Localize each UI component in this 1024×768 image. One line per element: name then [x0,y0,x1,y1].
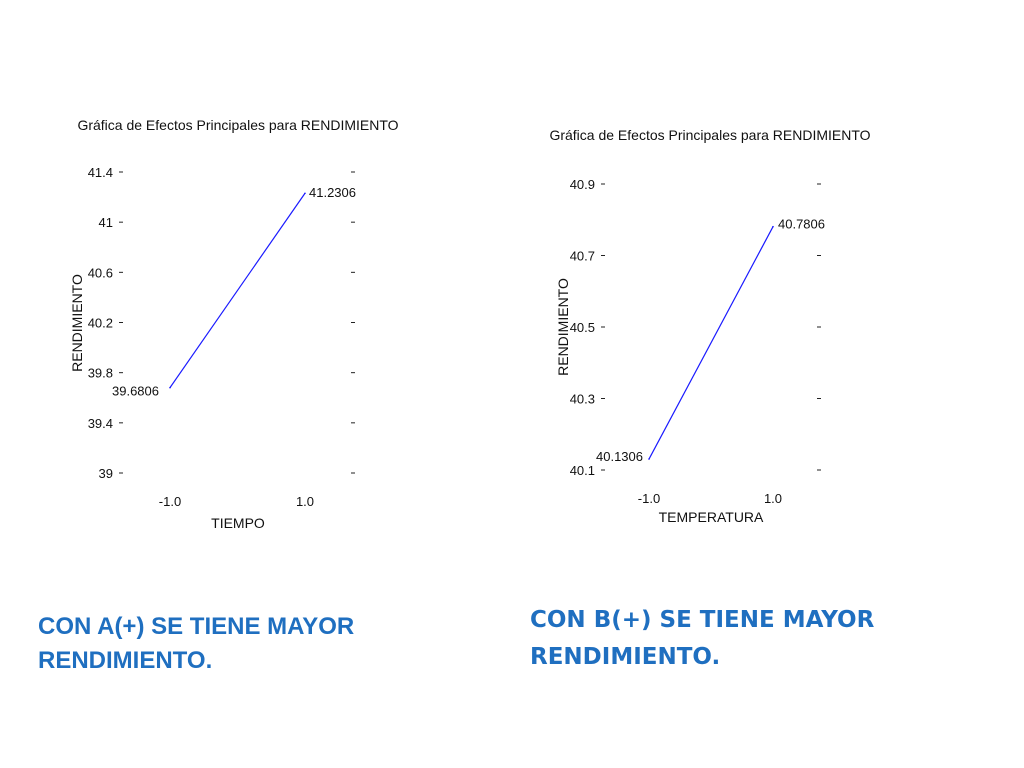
series-line [169,192,306,388]
x-ticks: -1.0 1.0 [638,491,782,506]
caption-a-line2: RENDIMIENTO. [38,647,213,674]
y-tick-label: 40.2 [88,316,113,331]
caption-a: CON A(+) SE TIENE MAYOR RENDIMIENTO. [38,610,354,678]
x-tick-label: -1.0 [638,491,660,506]
y-tick-label: 40.3 [570,392,595,407]
caption-b-line2: RENDIMIENTO. [530,644,721,670]
y-tick-label: 40.7 [570,249,595,264]
series-line [648,226,774,460]
y-tick-label: 40.6 [88,265,113,280]
y-tick-label: 41 [99,215,113,230]
caption-b: CON B(+) SE TIENE MAYOR RENDIMIENTO. [530,602,874,676]
y-axis-label: RENDIMIENTO [69,274,85,372]
y-tick-label: 40.5 [570,320,595,335]
series-line-group: 40.1306 40.7806 [596,217,825,464]
data-label: 41.2306 [309,185,356,200]
x-tick-label: 1.0 [296,494,314,509]
chart-title: Gráfica de Efectos Principales para REND… [77,117,398,133]
data-label: 40.1306 [596,449,643,464]
x-ticks: -1.0 1.0 [159,494,314,509]
x-axis-label: TEMPERATURA [659,509,764,525]
data-point [304,192,306,195]
chart-title: Gráfica de Efectos Principales para REND… [549,127,870,143]
y-tick-label: 39 [99,466,113,481]
y-ticks: 41.4 41 40.6 40.2 39.8 39.4 39 [88,165,355,481]
series-line-group: 39.6806 41.2306 [112,185,356,398]
y-tick-label: 41.4 [88,165,113,180]
data-label: 39.6806 [112,384,159,399]
y-tick-label: 39.4 [88,416,113,431]
caption-a-line1: CON A(+) SE TIENE MAYOR [38,613,355,640]
x-tick-label: -1.0 [159,494,181,509]
data-label: 40.7806 [778,217,825,232]
y-tick-label: 40.1 [570,463,595,478]
y-axis-label: RENDIMIENTO [555,278,571,376]
data-point [648,458,650,460]
y-tick-label: 40.9 [570,177,595,192]
data-point [169,386,171,389]
caption-b-line1: CON B(+) SE TIENE MAYOR [530,607,875,633]
x-axis-label: TIEMPO [211,515,265,531]
x-tick-label: 1.0 [764,491,782,506]
data-point [772,225,774,228]
y-tick-label: 39.8 [88,366,113,381]
y-ticks: 40.9 40.7 40.5 40.3 40.1 [570,177,821,478]
